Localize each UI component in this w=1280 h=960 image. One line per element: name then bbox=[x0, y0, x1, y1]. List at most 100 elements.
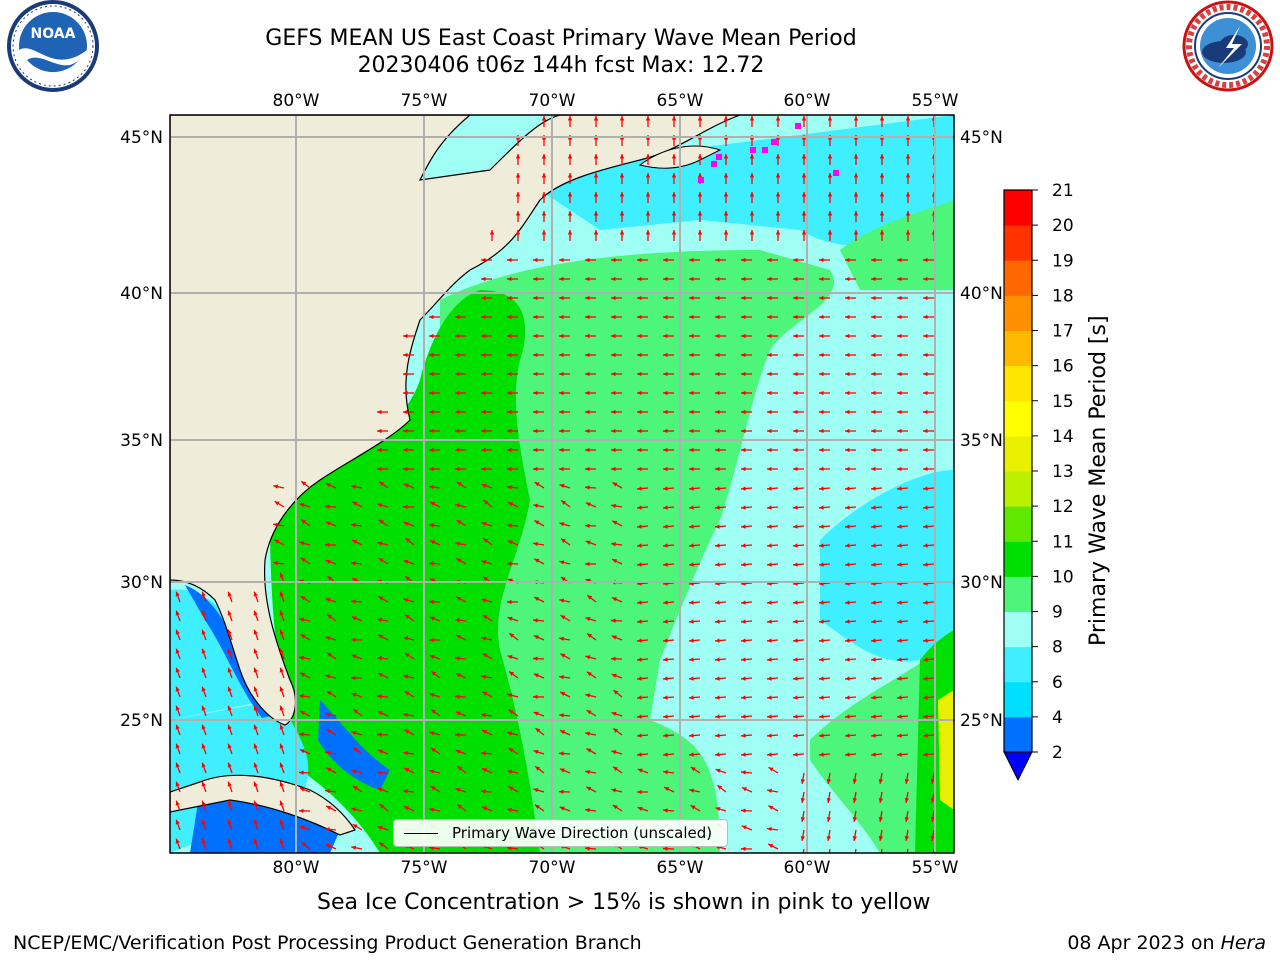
wave-arrow bbox=[714, 486, 727, 491]
wave-arrow bbox=[533, 466, 544, 472]
wave-arrow bbox=[273, 560, 285, 566]
wave-arrow bbox=[611, 314, 622, 320]
wave-arrow bbox=[227, 667, 233, 679]
wave-arrow bbox=[896, 676, 909, 681]
wave-arrow bbox=[533, 333, 544, 339]
wave-arrow bbox=[792, 638, 805, 643]
wave-arrow bbox=[879, 154, 885, 165]
lon-label-bottom: 70°W bbox=[529, 858, 576, 878]
wave-arrow bbox=[481, 409, 492, 415]
wave-arrow bbox=[585, 731, 597, 736]
wave-arrow bbox=[376, 732, 389, 737]
wave-arrow bbox=[481, 276, 492, 282]
wave-arrow bbox=[767, 276, 778, 282]
wave-arrow bbox=[428, 561, 441, 566]
wave-arrow bbox=[532, 694, 545, 700]
wave-arrow bbox=[227, 781, 233, 793]
wave-arrow bbox=[662, 657, 675, 662]
wave-arrow bbox=[800, 772, 806, 784]
wave-arrow bbox=[636, 695, 649, 700]
wave-arrow bbox=[299, 617, 311, 622]
wave-arrow bbox=[662, 676, 675, 681]
wave-arrow bbox=[507, 333, 518, 339]
wave-arrow bbox=[404, 652, 415, 660]
wave-arrow bbox=[689, 333, 700, 339]
wave-arrow bbox=[827, 230, 833, 241]
wave-arrow bbox=[300, 595, 311, 603]
wave-arrow bbox=[896, 733, 909, 738]
wave-arrow bbox=[897, 257, 908, 263]
wave-arrow bbox=[689, 466, 700, 472]
wave-arrow bbox=[897, 371, 908, 377]
wave-arrow bbox=[819, 295, 830, 301]
colorbar-tick-label: 15 bbox=[1052, 392, 1074, 412]
wave-arrow bbox=[793, 409, 804, 415]
wave-arrow bbox=[870, 543, 883, 548]
wave-arrow bbox=[800, 810, 806, 822]
wave-arrow bbox=[611, 333, 622, 339]
wave-arrow bbox=[767, 843, 779, 850]
wave-arrow bbox=[793, 447, 804, 453]
wave-arrow bbox=[792, 733, 805, 738]
wave-arrow bbox=[351, 731, 363, 736]
wave-arrow bbox=[845, 447, 856, 453]
wave-arrow bbox=[871, 428, 882, 434]
wave-arrow bbox=[567, 192, 573, 203]
wave-arrow bbox=[559, 390, 570, 396]
wave-arrow bbox=[878, 810, 884, 822]
wave-arrow bbox=[299, 655, 311, 661]
wave-arrow bbox=[481, 674, 493, 680]
land-cuba bbox=[170, 774, 356, 836]
wave-arrow bbox=[403, 333, 414, 339]
wave-arrow bbox=[611, 711, 623, 717]
wave-arrow bbox=[515, 230, 521, 241]
wave-arrow bbox=[455, 409, 466, 415]
wave-arrow bbox=[854, 848, 857, 853]
wave-arrow bbox=[689, 409, 700, 415]
wave-arrow bbox=[775, 116, 781, 127]
wave-arrow bbox=[351, 522, 363, 528]
wave-arrow bbox=[533, 503, 545, 508]
wave-arrow bbox=[904, 829, 910, 841]
wave-arrow bbox=[689, 371, 700, 377]
wave-arrow bbox=[663, 409, 674, 415]
wave-arrow bbox=[585, 561, 596, 567]
wave-arrow bbox=[534, 481, 545, 489]
wave-arrow bbox=[299, 748, 311, 755]
lon-label-bottom: 65°W bbox=[657, 858, 704, 878]
wave-arrow bbox=[879, 173, 885, 184]
wave-arrow bbox=[844, 695, 857, 700]
wave-arrow bbox=[715, 333, 726, 339]
wave-arrow bbox=[560, 538, 571, 546]
wave-arrow bbox=[636, 562, 649, 567]
wave-arrow bbox=[507, 295, 518, 301]
wave-arrow bbox=[793, 371, 804, 377]
wave-arrow bbox=[489, 230, 495, 241]
wave-arrow bbox=[688, 486, 701, 491]
wave-arrow bbox=[611, 750, 623, 755]
gridlines bbox=[170, 115, 954, 853]
wave-arrow bbox=[689, 295, 700, 301]
wave-arrow bbox=[662, 505, 675, 510]
wave-arrow bbox=[585, 276, 596, 282]
colorbar-extend-arrow bbox=[1003, 751, 1033, 782]
wave-arrow bbox=[611, 466, 622, 472]
wave-arrow bbox=[897, 447, 908, 453]
wave-arrow bbox=[636, 486, 649, 491]
wave-arrow bbox=[800, 791, 806, 803]
wave-arrow bbox=[792, 676, 805, 681]
wave-arrow bbox=[826, 772, 832, 784]
wave-arrow bbox=[896, 619, 909, 624]
wave-arrow bbox=[870, 524, 883, 529]
wave-arrow bbox=[897, 409, 908, 415]
colorbar-segment bbox=[1004, 506, 1032, 542]
wave-arrow bbox=[378, 519, 389, 527]
wave-arrow bbox=[227, 629, 233, 641]
wave-arrow bbox=[534, 519, 545, 527]
wave-arrow bbox=[541, 230, 547, 241]
cuba-blue bbox=[190, 787, 340, 853]
wave-arrow bbox=[619, 211, 625, 222]
wave-arrow bbox=[279, 819, 285, 831]
wave-arrow bbox=[377, 749, 389, 755]
wave-arrow bbox=[663, 257, 674, 263]
